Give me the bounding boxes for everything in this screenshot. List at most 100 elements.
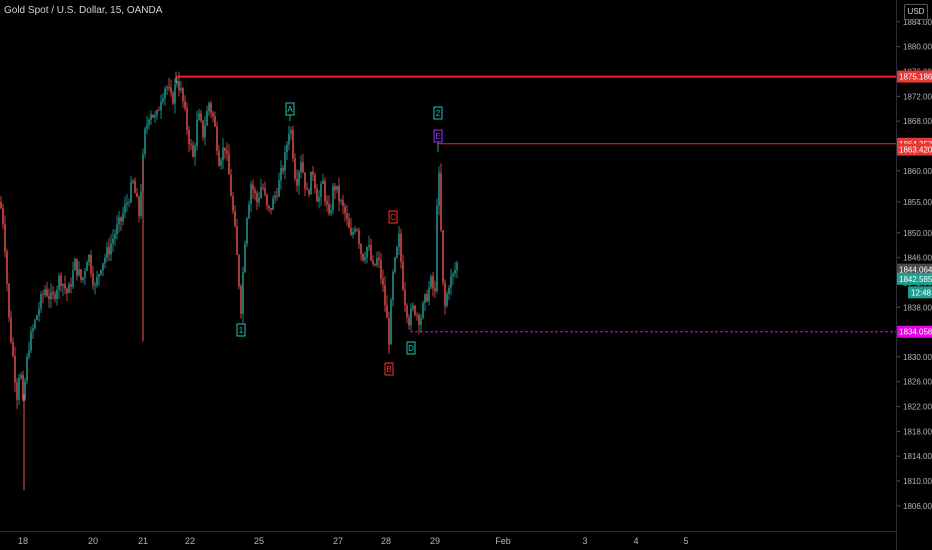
candle-body	[188, 129, 190, 145]
candle-body	[438, 172, 440, 206]
candle-body	[454, 269, 456, 274]
x-tick-label: 20	[88, 536, 98, 546]
candle-body	[86, 262, 88, 271]
candle-body	[88, 254, 90, 263]
candle-body	[326, 201, 328, 205]
x-tick-label: 29	[430, 536, 440, 546]
candle-body	[12, 342, 14, 357]
candle-body	[340, 200, 342, 202]
candle-body	[416, 314, 418, 316]
candle-body	[110, 243, 112, 255]
candle-body	[114, 234, 116, 239]
candle-body	[52, 292, 54, 295]
candle-body	[210, 103, 212, 113]
e-low-label-bg	[897, 143, 932, 156]
time-axis-border	[0, 531, 896, 532]
candle-body	[316, 188, 318, 202]
candle-body	[348, 218, 350, 228]
wave-label-box	[433, 106, 443, 120]
candle-body	[408, 317, 410, 326]
candle-body	[120, 217, 122, 222]
candle-body	[240, 286, 242, 314]
y-tick-label: 1860.000	[903, 167, 932, 176]
wave-label: E	[435, 132, 440, 141]
support-label: 1834.058	[899, 328, 932, 337]
candle-body	[428, 287, 430, 302]
candle-body	[446, 293, 448, 307]
wave-label-box	[406, 341, 416, 355]
candle-body	[312, 171, 314, 175]
candle-body	[132, 180, 134, 183]
candle-body	[138, 197, 140, 216]
candle-body	[444, 282, 446, 307]
candle-body	[332, 186, 334, 211]
candle-body	[422, 302, 424, 319]
candle-body	[402, 261, 404, 290]
candle-body	[30, 331, 32, 351]
candle-body	[94, 285, 96, 286]
candle-body	[72, 270, 74, 287]
candle-body	[116, 224, 118, 235]
candle-body	[350, 227, 352, 235]
x-tick-label: 21	[138, 536, 148, 546]
candle-body	[198, 113, 200, 120]
candle-body	[226, 150, 228, 154]
x-tick-label: 18	[18, 536, 28, 546]
candle-body	[266, 194, 268, 206]
y-tick-label: 1846.000	[903, 254, 932, 263]
candle-body	[206, 111, 208, 126]
wave-label: A	[287, 105, 293, 114]
y-tick-label: 1880.000	[903, 43, 932, 52]
candle-body	[254, 189, 256, 194]
candle-body	[370, 245, 372, 261]
y-tick-label: 1872.000	[903, 92, 932, 101]
candle-body	[212, 112, 214, 117]
x-tick-label: 5	[683, 536, 688, 546]
candle-body	[342, 200, 344, 207]
candle-body	[242, 272, 244, 314]
resistance-label-bg	[897, 70, 932, 83]
candle-body	[374, 263, 376, 266]
candle-body	[406, 305, 408, 318]
last-price-label: 1842.585	[899, 275, 932, 284]
candle-body	[392, 271, 394, 301]
candle-body	[440, 172, 442, 231]
candle-body	[164, 88, 166, 99]
candle-body	[258, 197, 260, 203]
currency-button[interactable]: USD	[904, 4, 928, 20]
candle-body	[284, 152, 286, 171]
price-axis-border	[896, 0, 897, 550]
candle-body	[98, 274, 100, 278]
candle-body	[166, 87, 168, 89]
candle-body	[450, 276, 452, 288]
candle-body	[106, 247, 108, 258]
candle-body	[10, 317, 12, 343]
candle-body	[194, 146, 196, 157]
candle-body	[388, 317, 390, 345]
candle-body	[8, 283, 10, 318]
candle-body	[6, 251, 8, 284]
candle-body	[412, 305, 414, 309]
candle-body	[100, 270, 102, 275]
candle-body	[308, 190, 310, 195]
candle-body	[190, 144, 192, 145]
candle-body	[380, 259, 382, 279]
candle-body	[62, 284, 64, 286]
candle-body	[16, 382, 18, 400]
x-tick-label: 28	[381, 536, 391, 546]
candle-body	[84, 270, 86, 278]
symbol-title: Gold Spot / U.S. Dollar, 15, OANDA	[4, 5, 163, 16]
candle-body	[162, 98, 164, 102]
candle-body	[434, 288, 436, 291]
y-tick-label: 1806.000	[903, 502, 932, 511]
candle-body	[354, 229, 356, 233]
candle-body	[290, 130, 292, 134]
candle-body	[76, 258, 78, 276]
candle-body	[336, 185, 338, 191]
candle-body	[384, 284, 386, 306]
candle-body	[352, 232, 354, 235]
wave-label: B	[386, 365, 391, 374]
candle-body	[448, 287, 450, 294]
